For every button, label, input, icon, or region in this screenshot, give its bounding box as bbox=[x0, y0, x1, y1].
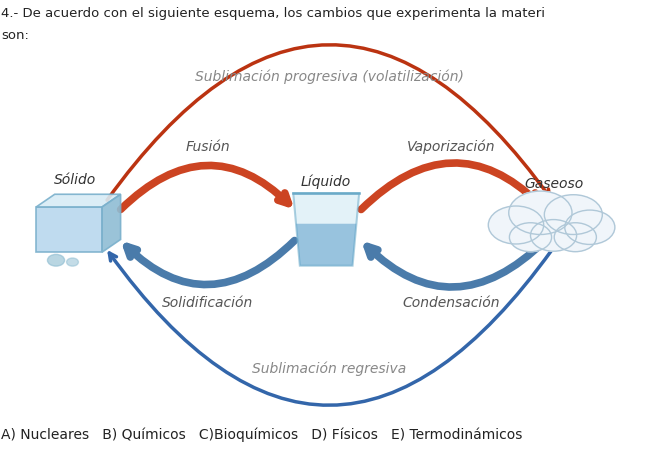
Circle shape bbox=[509, 223, 552, 252]
Text: Líquido: Líquido bbox=[301, 174, 351, 189]
Polygon shape bbox=[36, 207, 102, 253]
Circle shape bbox=[509, 192, 572, 235]
Circle shape bbox=[67, 258, 78, 267]
Circle shape bbox=[488, 207, 544, 244]
Circle shape bbox=[47, 255, 65, 267]
Circle shape bbox=[565, 211, 615, 245]
Polygon shape bbox=[36, 195, 121, 207]
Text: Sublimación progresiva (volatilización): Sublimación progresiva (volatilización) bbox=[195, 69, 464, 84]
Circle shape bbox=[530, 220, 577, 252]
Circle shape bbox=[554, 223, 596, 252]
Text: Condensación: Condensación bbox=[403, 295, 500, 309]
Text: Vaporización: Vaporización bbox=[407, 139, 496, 154]
Polygon shape bbox=[296, 224, 357, 266]
Polygon shape bbox=[102, 195, 121, 253]
Text: Sublimación regresiva: Sublimación regresiva bbox=[252, 360, 407, 375]
Text: Gaseoso: Gaseoso bbox=[524, 177, 583, 191]
Circle shape bbox=[544, 195, 602, 235]
Polygon shape bbox=[293, 194, 359, 266]
Text: 4.- De acuerdo con el siguiente esquema, los cambios que experimenta la materi: 4.- De acuerdo con el siguiente esquema,… bbox=[1, 7, 545, 20]
Text: A) Nucleares   B) Químicos   C)Bioquímicos   D) Físicos   E) Termodinámicos: A) Nucleares B) Químicos C)Bioquímicos D… bbox=[1, 426, 523, 441]
Text: Fusión: Fusión bbox=[185, 140, 230, 153]
Text: Solidificación: Solidificación bbox=[162, 295, 253, 309]
Text: Sólido: Sólido bbox=[53, 173, 96, 187]
Text: son:: son: bbox=[1, 29, 29, 42]
